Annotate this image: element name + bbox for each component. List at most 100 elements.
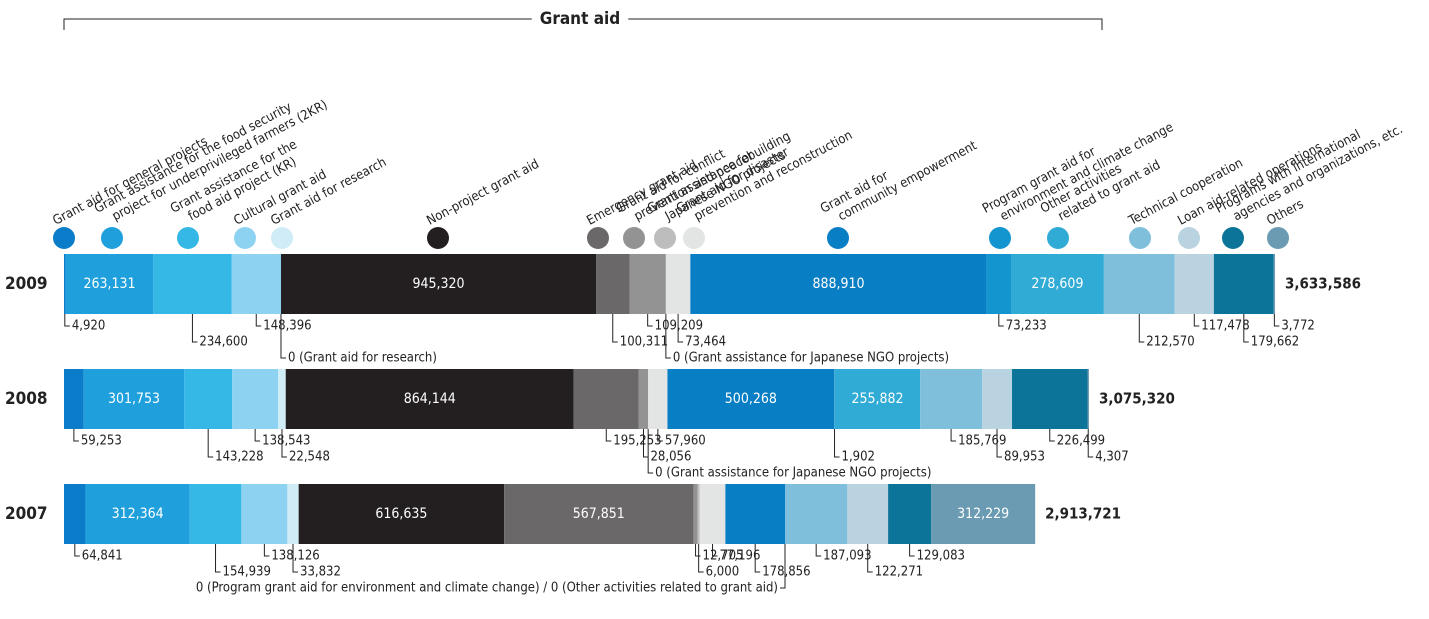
bar-segment — [638, 369, 649, 429]
bar-segment — [298, 484, 505, 544]
legend-label: Non-project grant aid — [424, 157, 541, 229]
bar-segment — [699, 484, 726, 544]
value-label: 143,228 — [215, 450, 263, 465]
value-label: 28,056 — [650, 450, 691, 465]
bar-segment — [85, 484, 190, 544]
value-label: 4,920 — [72, 319, 105, 334]
bar-segment — [1213, 254, 1274, 314]
legend-dot — [1267, 227, 1289, 249]
value-label: 187,093 — [823, 549, 871, 564]
value-label: 255,882 — [851, 391, 903, 407]
bar-segment — [596, 254, 630, 314]
value-label: 138,543 — [262, 434, 310, 449]
bar-segment — [920, 369, 983, 429]
bar-segment — [573, 369, 639, 429]
leader-line — [657, 429, 663, 442]
leader-line — [255, 314, 262, 327]
leader-line — [695, 544, 701, 557]
leader-line — [64, 314, 70, 327]
leader-line — [263, 544, 270, 557]
value-label: 312,229 — [957, 506, 1009, 522]
bar-segment — [667, 369, 835, 429]
bar-segment — [693, 484, 698, 544]
bar-segment — [665, 254, 691, 314]
bar-segment — [189, 484, 242, 544]
value-label: 195,253 — [613, 434, 661, 449]
bar-segment — [1012, 369, 1088, 429]
value-label: 945,320 — [412, 276, 464, 292]
leader-line — [834, 429, 840, 458]
bar-segment — [65, 254, 154, 314]
value-label: 226,499 — [1057, 434, 1105, 449]
total-label: 3,633,586 — [1285, 275, 1361, 293]
group-bracket — [63, 18, 1103, 30]
leader-line — [1243, 314, 1249, 343]
leader-line — [779, 544, 786, 589]
leader-line — [612, 314, 618, 343]
leader-line — [815, 544, 822, 557]
year-label: 2007 — [5, 504, 48, 524]
value-label: 138,126 — [271, 549, 319, 564]
bar-segment — [231, 254, 281, 314]
value-label: 6,000 — [706, 565, 739, 580]
leader-line — [647, 429, 654, 474]
value-label: 178,856 — [762, 565, 810, 580]
leader-line — [280, 314, 286, 359]
leader-line — [1138, 314, 1145, 343]
value-label: 1,902 — [842, 450, 875, 465]
legend-dot — [587, 227, 609, 249]
bar-segment — [986, 254, 1012, 314]
value-label: 129,083 — [917, 549, 965, 564]
year-label: 2008 — [5, 389, 48, 409]
legend-dot — [427, 227, 449, 249]
bar-segment — [285, 369, 574, 429]
value-label: 0 (Grant assistance for Japanese NGO pro… — [673, 351, 949, 366]
total-label: 2,913,721 — [1045, 505, 1121, 523]
bar-segment — [1087, 369, 1089, 429]
leader-line — [207, 429, 214, 458]
value-label: 0 (Program grant aid for environment and… — [196, 581, 778, 596]
legend-dot — [177, 227, 199, 249]
group-title: Grant aid — [540, 9, 620, 29]
legend-dot — [623, 227, 645, 249]
leader-line — [950, 429, 957, 442]
value-label: 567,851 — [573, 506, 625, 522]
bar-segment — [931, 484, 1036, 544]
leader-line — [998, 314, 1004, 327]
leader-line — [1273, 314, 1280, 327]
leader-line — [909, 544, 915, 557]
value-label: 100,311 — [620, 335, 668, 350]
leader-line — [677, 314, 684, 343]
bar-segment — [982, 369, 1013, 429]
bar-segment — [184, 369, 233, 429]
bar-segment — [1174, 254, 1214, 314]
bar-segment — [629, 254, 666, 314]
bar-segment — [232, 369, 279, 429]
value-label: 73,464 — [685, 335, 726, 350]
value-label: 4,307 — [1095, 450, 1128, 465]
leader-line — [605, 429, 612, 442]
value-label: 77,196 — [720, 549, 761, 564]
bar-segment — [697, 484, 700, 544]
leader-line — [1193, 314, 1200, 327]
year-label: 2009 — [5, 274, 48, 294]
value-label: 263,131 — [83, 276, 135, 292]
value-label: 301,753 — [108, 391, 160, 407]
leader-line — [698, 544, 704, 573]
value-label: 500,268 — [725, 391, 777, 407]
leader-line — [996, 429, 1003, 458]
legend-dot — [234, 227, 256, 249]
leader-line — [665, 314, 671, 359]
legend-dot — [1047, 227, 1069, 249]
legend-dot — [654, 227, 676, 249]
value-label: 64,841 — [82, 549, 123, 564]
value-label: 122,271 — [875, 565, 923, 580]
legend-dot — [1222, 227, 1244, 249]
leader-line — [254, 429, 261, 442]
value-label: 154,939 — [223, 565, 271, 580]
total-label: 3,075,320 — [1099, 390, 1175, 408]
value-label: 59,253 — [81, 434, 122, 449]
bar-segment — [784, 484, 848, 544]
bar-segment — [287, 484, 299, 544]
value-label: 73,233 — [1006, 319, 1047, 334]
